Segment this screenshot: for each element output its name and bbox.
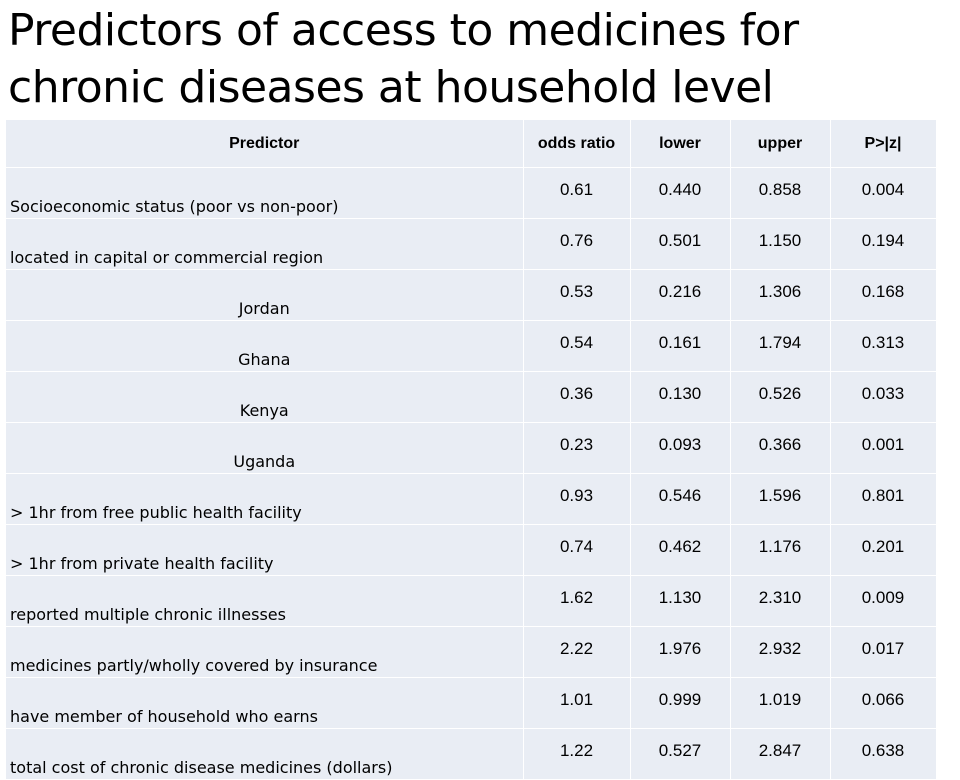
table-row: Jordan 0.53 0.216 1.306 0.168 — [6, 269, 937, 321]
p-value-cell: 0.638 — [830, 728, 937, 780]
header-odds-ratio: odds ratio — [523, 120, 631, 168]
predictor-cell: > 1hr from free public health facility — [6, 473, 524, 525]
odds-ratio-cell: 0.93 — [523, 473, 631, 525]
table-row: Kenya 0.36 0.130 0.526 0.033 — [6, 371, 937, 423]
odds-ratio-cell: 0.23 — [523, 422, 631, 474]
table-row: > 1hr from private health facility 0.74 … — [6, 524, 937, 576]
table-row: Uganda 0.23 0.093 0.366 0.001 — [6, 422, 937, 474]
upper-cell: 2.310 — [730, 575, 831, 627]
lower-cell: 1.976 — [630, 626, 731, 678]
predictor-cell: total cost of chronic disease medicines … — [6, 728, 524, 780]
predictor-cell: Kenya — [6, 371, 524, 423]
upper-cell: 0.366 — [730, 422, 831, 474]
odds-ratio-cell: 1.62 — [523, 575, 631, 627]
odds-ratio-cell: 0.53 — [523, 269, 631, 321]
p-value-cell: 0.009 — [830, 575, 937, 627]
odds-ratio-cell: 0.76 — [523, 218, 631, 270]
predictor-cell: have member of household who earns — [6, 677, 524, 729]
table-row: located in capital or commercial region … — [6, 218, 937, 270]
upper-cell: 1.596 — [730, 473, 831, 525]
lower-cell: 1.130 — [630, 575, 731, 627]
predictor-cell: Jordan — [6, 269, 524, 321]
odds-ratio-cell: 0.61 — [523, 167, 631, 219]
header-predictor: Predictor — [6, 120, 524, 168]
table-row: medicines partly/wholly covered by insur… — [6, 626, 937, 678]
header-upper: upper — [730, 120, 831, 168]
predictor-cell: Uganda — [6, 422, 524, 474]
odds-ratio-cell: 2.22 — [523, 626, 631, 678]
predictor-cell: Ghana — [6, 320, 524, 372]
table-header-row: Predictor odds ratio lower upper P>|z| — [6, 120, 937, 168]
p-value-cell: 0.004 — [830, 167, 937, 219]
p-value-cell: 0.017 — [830, 626, 937, 678]
p-value-cell: 0.801 — [830, 473, 937, 525]
lower-cell: 0.161 — [630, 320, 731, 372]
upper-cell: 1.150 — [730, 218, 831, 270]
lower-cell: 0.501 — [630, 218, 731, 270]
p-value-cell: 0.313 — [830, 320, 937, 372]
upper-cell: 0.858 — [730, 167, 831, 219]
p-value-cell: 0.033 — [830, 371, 937, 423]
table-row: > 1hr from free public health facility 0… — [6, 473, 937, 525]
slide-title: Predictors of access to medicines for ch… — [8, 5, 799, 113]
table-row: reported multiple chronic illnesses 1.62… — [6, 575, 937, 627]
predictor-cell: Socioeconomic status (poor vs non-poor) — [6, 167, 524, 219]
predictor-cell: reported multiple chronic illnesses — [6, 575, 524, 627]
upper-cell: 1.794 — [730, 320, 831, 372]
upper-cell: 0.526 — [730, 371, 831, 423]
predictor-cell: > 1hr from private health facility — [6, 524, 524, 576]
lower-cell: 0.546 — [630, 473, 731, 525]
header-p-value: P>|z| — [830, 120, 937, 168]
odds-ratio-cell: 0.36 — [523, 371, 631, 423]
p-value-cell: 0.194 — [830, 218, 937, 270]
upper-cell: 1.176 — [730, 524, 831, 576]
p-value-cell: 0.168 — [830, 269, 937, 321]
predictor-cell: located in capital or commercial region — [6, 218, 524, 270]
table-row: total cost of chronic disease medicines … — [6, 728, 937, 780]
table-row: have member of household who earns 1.01 … — [6, 677, 937, 729]
upper-cell: 1.306 — [730, 269, 831, 321]
header-lower: lower — [630, 120, 731, 168]
p-value-cell: 0.001 — [830, 422, 937, 474]
predictors-table: Predictor odds ratio lower upper P>|z| S… — [6, 120, 937, 780]
upper-cell: 1.019 — [730, 677, 831, 729]
lower-cell: 0.093 — [630, 422, 731, 474]
p-value-cell: 0.201 — [830, 524, 937, 576]
odds-ratio-cell: 0.54 — [523, 320, 631, 372]
lower-cell: 0.999 — [630, 677, 731, 729]
lower-cell: 0.462 — [630, 524, 731, 576]
upper-cell: 2.932 — [730, 626, 831, 678]
lower-cell: 0.440 — [630, 167, 731, 219]
odds-ratio-cell: 1.01 — [523, 677, 631, 729]
upper-cell: 2.847 — [730, 728, 831, 780]
odds-ratio-cell: 0.74 — [523, 524, 631, 576]
table-row: Socioeconomic status (poor vs non-poor) … — [6, 167, 937, 219]
p-value-cell: 0.066 — [830, 677, 937, 729]
odds-ratio-cell: 1.22 — [523, 728, 631, 780]
lower-cell: 0.527 — [630, 728, 731, 780]
predictor-cell: medicines partly/wholly covered by insur… — [6, 626, 524, 678]
table-row: Ghana 0.54 0.161 1.794 0.313 — [6, 320, 937, 372]
lower-cell: 0.130 — [630, 371, 731, 423]
lower-cell: 0.216 — [630, 269, 731, 321]
